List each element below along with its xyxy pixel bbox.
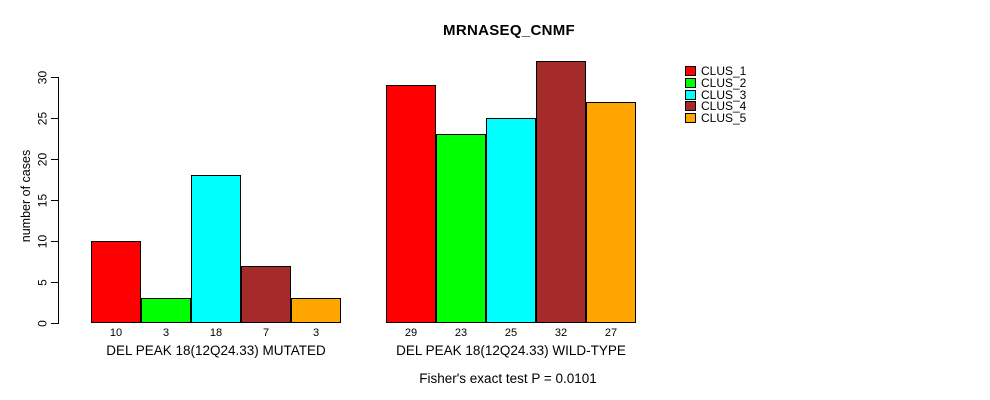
y-axis-tick — [51, 323, 58, 324]
y-axis-tick — [51, 241, 58, 242]
bar-clus_1 — [386, 85, 436, 323]
y-axis-tick-label: 0 — [35, 319, 49, 327]
bar-value-label: 18 — [209, 327, 223, 339]
legend-swatch-clus_3 — [685, 89, 696, 100]
legend-label: CLUS_3 — [701, 87, 747, 102]
legend-label: CLUS_2 — [701, 75, 747, 90]
legend-label: CLUS_4 — [701, 99, 747, 114]
legend-label: CLUS_5 — [701, 111, 747, 125]
bar-clus_2 — [141, 298, 191, 323]
y-axis-label: number of cases — [19, 149, 33, 243]
y-axis-tick-label: 15 — [35, 193, 49, 207]
legend-label: CLUS_1 — [701, 64, 747, 78]
bar-value-label: 7 — [262, 327, 270, 339]
y-axis-tick — [51, 282, 58, 283]
bar-value-label: 10 — [109, 327, 123, 339]
bar-value-label: 29 — [404, 327, 418, 339]
y-axis-tick — [51, 77, 58, 78]
bar-clus_5 — [586, 101, 636, 323]
bar-clus_2 — [436, 134, 486, 323]
y-axis-tick-label: 25 — [35, 111, 49, 125]
bar-clus_3 — [191, 175, 241, 323]
y-axis-tick-label: 10 — [35, 234, 49, 248]
bar-value-label: 25 — [504, 327, 518, 339]
annotation-text: Fisher's exact test P = 0.0101 — [419, 371, 597, 386]
y-axis-tick-label: 20 — [35, 152, 49, 166]
y-axis-tick — [51, 159, 58, 160]
y-axis-tick-label: 30 — [35, 70, 49, 84]
bar-clus_1 — [91, 241, 141, 323]
bar-clus_4 — [536, 60, 586, 323]
bar-value-label: 3 — [162, 327, 170, 339]
legend-swatch-clus_5 — [685, 113, 696, 123]
bar-value-label: 23 — [454, 327, 468, 339]
bar-clus_3 — [486, 118, 536, 323]
legend-swatch-clus_2 — [685, 77, 696, 88]
bar-value-label: 27 — [604, 327, 618, 339]
y-axis-tick — [51, 200, 58, 201]
legend-swatch-clus_4 — [685, 101, 696, 112]
bar-value-label: 32 — [554, 327, 568, 339]
y-axis-tick-label: 5 — [35, 278, 49, 286]
y-axis-tick — [51, 118, 58, 119]
bar-clus_4 — [241, 265, 291, 323]
bar-clus_5 — [291, 298, 341, 323]
group-axis-label: DEL PEAK 18(12Q24.33) WILD-TYPE — [396, 343, 626, 358]
legend-swatch-clus_1 — [685, 66, 696, 76]
chart-title: MRNASEQ_CNMF — [443, 22, 575, 39]
bar-value-label: 3 — [312, 327, 320, 339]
group-axis-label: DEL PEAK 18(12Q24.33) MUTATED — [106, 343, 326, 358]
y-axis-line — [58, 77, 59, 324]
